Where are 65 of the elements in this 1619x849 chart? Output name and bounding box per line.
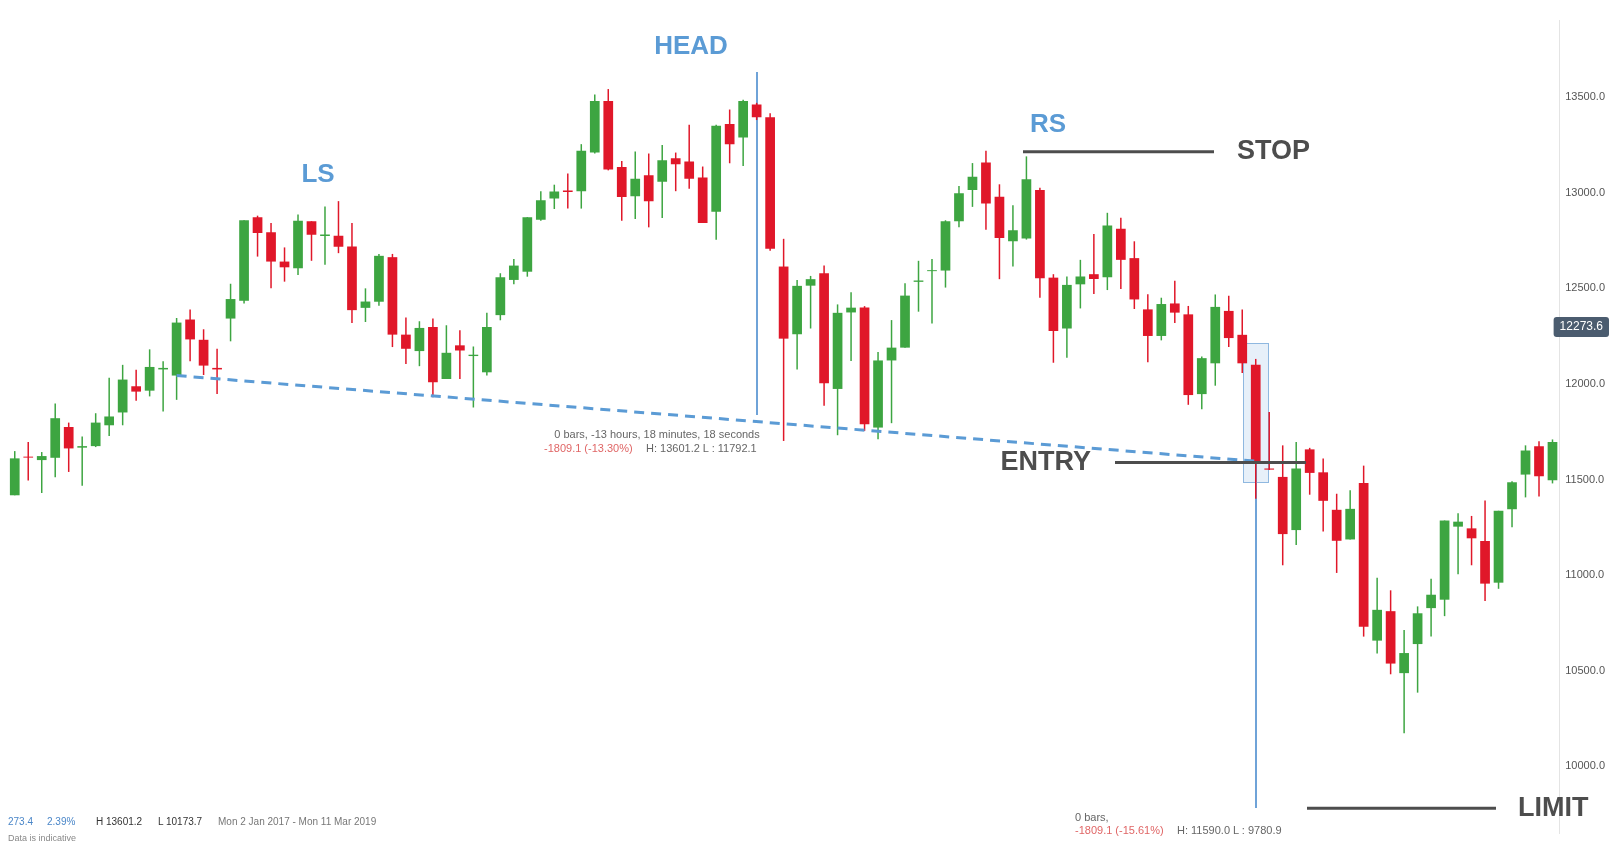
annotation: Mon 2 Jan 2017 - Mon 11 Mar 2019 bbox=[218, 815, 377, 827]
candlestick bbox=[670, 151, 681, 192]
candlestick bbox=[1264, 411, 1275, 471]
y-tick-label: 13000.0 bbox=[1565, 185, 1605, 198]
y-tick-label: 11500.0 bbox=[1565, 472, 1605, 485]
candlestick bbox=[927, 258, 937, 325]
candlestick bbox=[252, 214, 263, 258]
annotation: Data is indicative bbox=[8, 833, 77, 844]
candlestick bbox=[185, 308, 195, 362]
candlestick bbox=[333, 200, 344, 254]
candlestick bbox=[630, 150, 641, 220]
y-tick-label: 13500.0 bbox=[1565, 90, 1605, 103]
annotation: 0 bars, bbox=[1075, 811, 1109, 824]
candlestick bbox=[23, 441, 34, 482]
annotation: RS bbox=[1029, 108, 1067, 139]
candlestick bbox=[508, 258, 519, 286]
ref-line-label: ENTRY bbox=[1000, 445, 1091, 476]
candlestick bbox=[1169, 279, 1180, 324]
candlestick bbox=[967, 162, 978, 208]
annotation: H: 13601.2 L : 11792.1 bbox=[646, 442, 757, 455]
candlestick bbox=[805, 275, 816, 330]
annotation: -1809.1 (-15.61%) bbox=[1075, 824, 1164, 837]
text: 12273.6 bbox=[1559, 319, 1604, 334]
annotation: HEAD bbox=[654, 30, 728, 61]
annotation: -1809.1 (-13.30%) bbox=[544, 442, 633, 455]
annotation: 0 bars, -13 hours, 18 minutes, 18 seconds bbox=[554, 428, 761, 441]
candlestick bbox=[657, 144, 668, 219]
annotation: LS bbox=[301, 158, 335, 189]
ref-line-label: LIMIT bbox=[1518, 791, 1589, 822]
candlestick bbox=[401, 316, 411, 365]
candlestick bbox=[1008, 204, 1018, 268]
candlestick bbox=[104, 376, 115, 437]
y-tick-label: 10500.0 bbox=[1565, 663, 1605, 676]
annotation: L 10173.7 bbox=[158, 815, 203, 827]
candlestick bbox=[1089, 233, 1099, 295]
candlestick bbox=[36, 451, 47, 494]
candlestick bbox=[1075, 259, 1086, 310]
y-tick-label: 12500.0 bbox=[1565, 281, 1605, 294]
candlestick bbox=[535, 190, 546, 222]
y-tick-label: 12000.0 bbox=[1565, 377, 1605, 389]
candlestick bbox=[1466, 515, 1477, 567]
annotation: 273.4 bbox=[8, 815, 34, 827]
candlestick bbox=[90, 412, 101, 448]
annotation: 2.39% bbox=[47, 815, 76, 827]
candlestick bbox=[131, 368, 141, 402]
candlestick bbox=[63, 421, 74, 473]
candlestick bbox=[562, 172, 573, 210]
ref-line-label: STOP bbox=[1237, 135, 1311, 166]
y-tick-label: 10000.0 bbox=[1565, 759, 1605, 772]
annotation: H 13601.2 bbox=[96, 815, 143, 827]
candlestick bbox=[306, 220, 317, 262]
candlestick bbox=[1399, 629, 1409, 734]
candlestick bbox=[1453, 512, 1463, 576]
candlestick bbox=[144, 348, 155, 398]
annotation: H: 11590.0 L : 9780.9 bbox=[1177, 824, 1282, 837]
y-tick-label: 11000.0 bbox=[1565, 568, 1605, 581]
candlestick bbox=[414, 320, 425, 367]
candlestick bbox=[225, 283, 236, 343]
candlestick bbox=[1426, 577, 1436, 638]
candlestick bbox=[724, 108, 735, 165]
candlestick bbox=[684, 123, 695, 190]
candlestick bbox=[455, 329, 465, 380]
candlestick bbox=[549, 183, 560, 210]
candlestick bbox=[1304, 447, 1315, 496]
candlestick bbox=[77, 435, 88, 487]
